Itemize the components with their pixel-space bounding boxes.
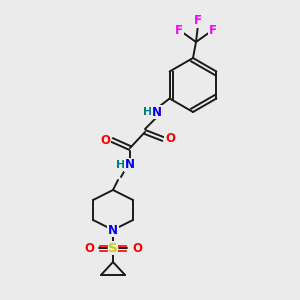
Text: F: F [194,14,202,28]
Text: S: S [108,242,118,254]
Text: O: O [84,242,94,254]
Text: N: N [125,158,135,172]
Text: H: H [143,107,153,117]
Text: F: F [209,23,217,37]
Text: N: N [152,106,162,118]
Text: O: O [100,134,110,146]
Text: O: O [165,133,175,146]
Text: F: F [175,23,183,37]
Text: N: N [108,224,118,236]
Text: O: O [132,242,142,254]
Text: H: H [116,160,126,170]
